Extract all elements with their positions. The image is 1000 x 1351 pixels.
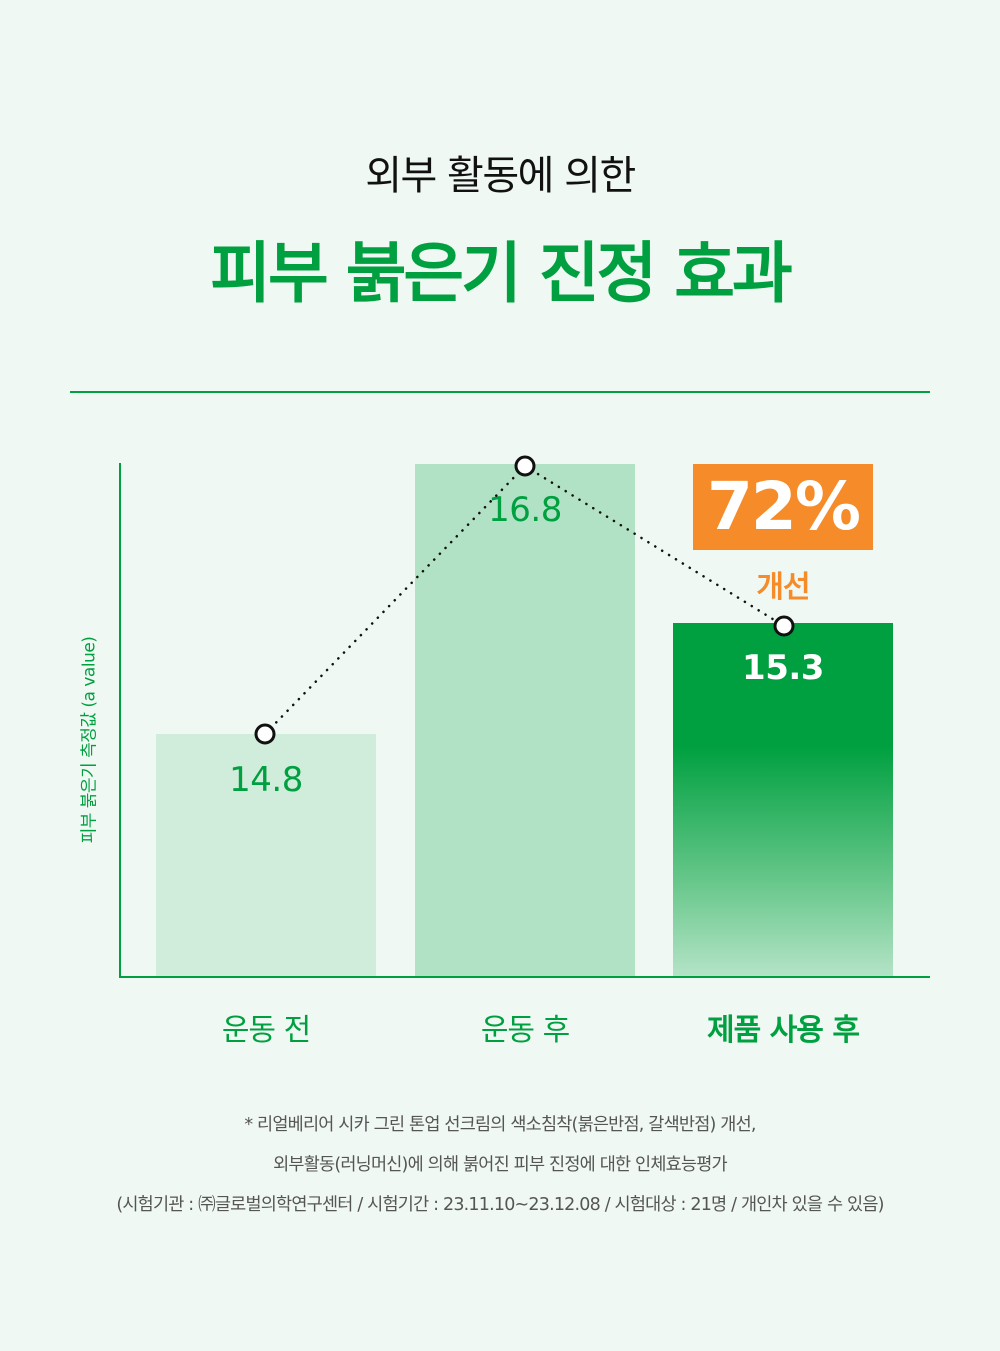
- value-label-product: 15.3: [742, 648, 824, 688]
- improvement-badge: 72%: [693, 464, 873, 550]
- improvement-label: 개선: [756, 570, 810, 605]
- footnote-line: 외부활동(러닝머신)에 의해 붉어진 피부 진정에 대한 인체효능평가: [273, 1155, 728, 1175]
- value-label-after: 16.8: [488, 490, 562, 530]
- category-label-after: 운동 후: [480, 1013, 570, 1048]
- page-title: 피부 붉은기 진정 효과: [210, 235, 792, 312]
- subtitle: 외부 활동에 의한: [365, 153, 636, 199]
- bar-after-exercise: [415, 464, 635, 976]
- footnote-line: * 리얼베리어 시카 그린 톤업 선크림의 색소침착(붉은반점, 갈색반점) 개…: [244, 1115, 756, 1135]
- value-label-before: 14.8: [229, 760, 303, 800]
- bar-before-exercise: [156, 734, 376, 976]
- y-axis: [119, 463, 121, 978]
- footnotes: * 리얼베리어 시카 그린 톤업 선크림의 색소침착(붉은반점, 갈색반점) 개…: [0, 1105, 1000, 1225]
- x-axis: [119, 976, 930, 978]
- divider: [70, 391, 930, 393]
- category-label-product: 제품 사용 후: [707, 1013, 860, 1048]
- y-axis-label: 피부 붉은기 측정값 (a value): [79, 636, 100, 844]
- footnote-line: (시험기관 : ㈜글로벌의학연구센터 / 시험기간 : 23.11.10~23.…: [116, 1195, 884, 1215]
- category-label-before: 운동 전: [221, 1013, 311, 1048]
